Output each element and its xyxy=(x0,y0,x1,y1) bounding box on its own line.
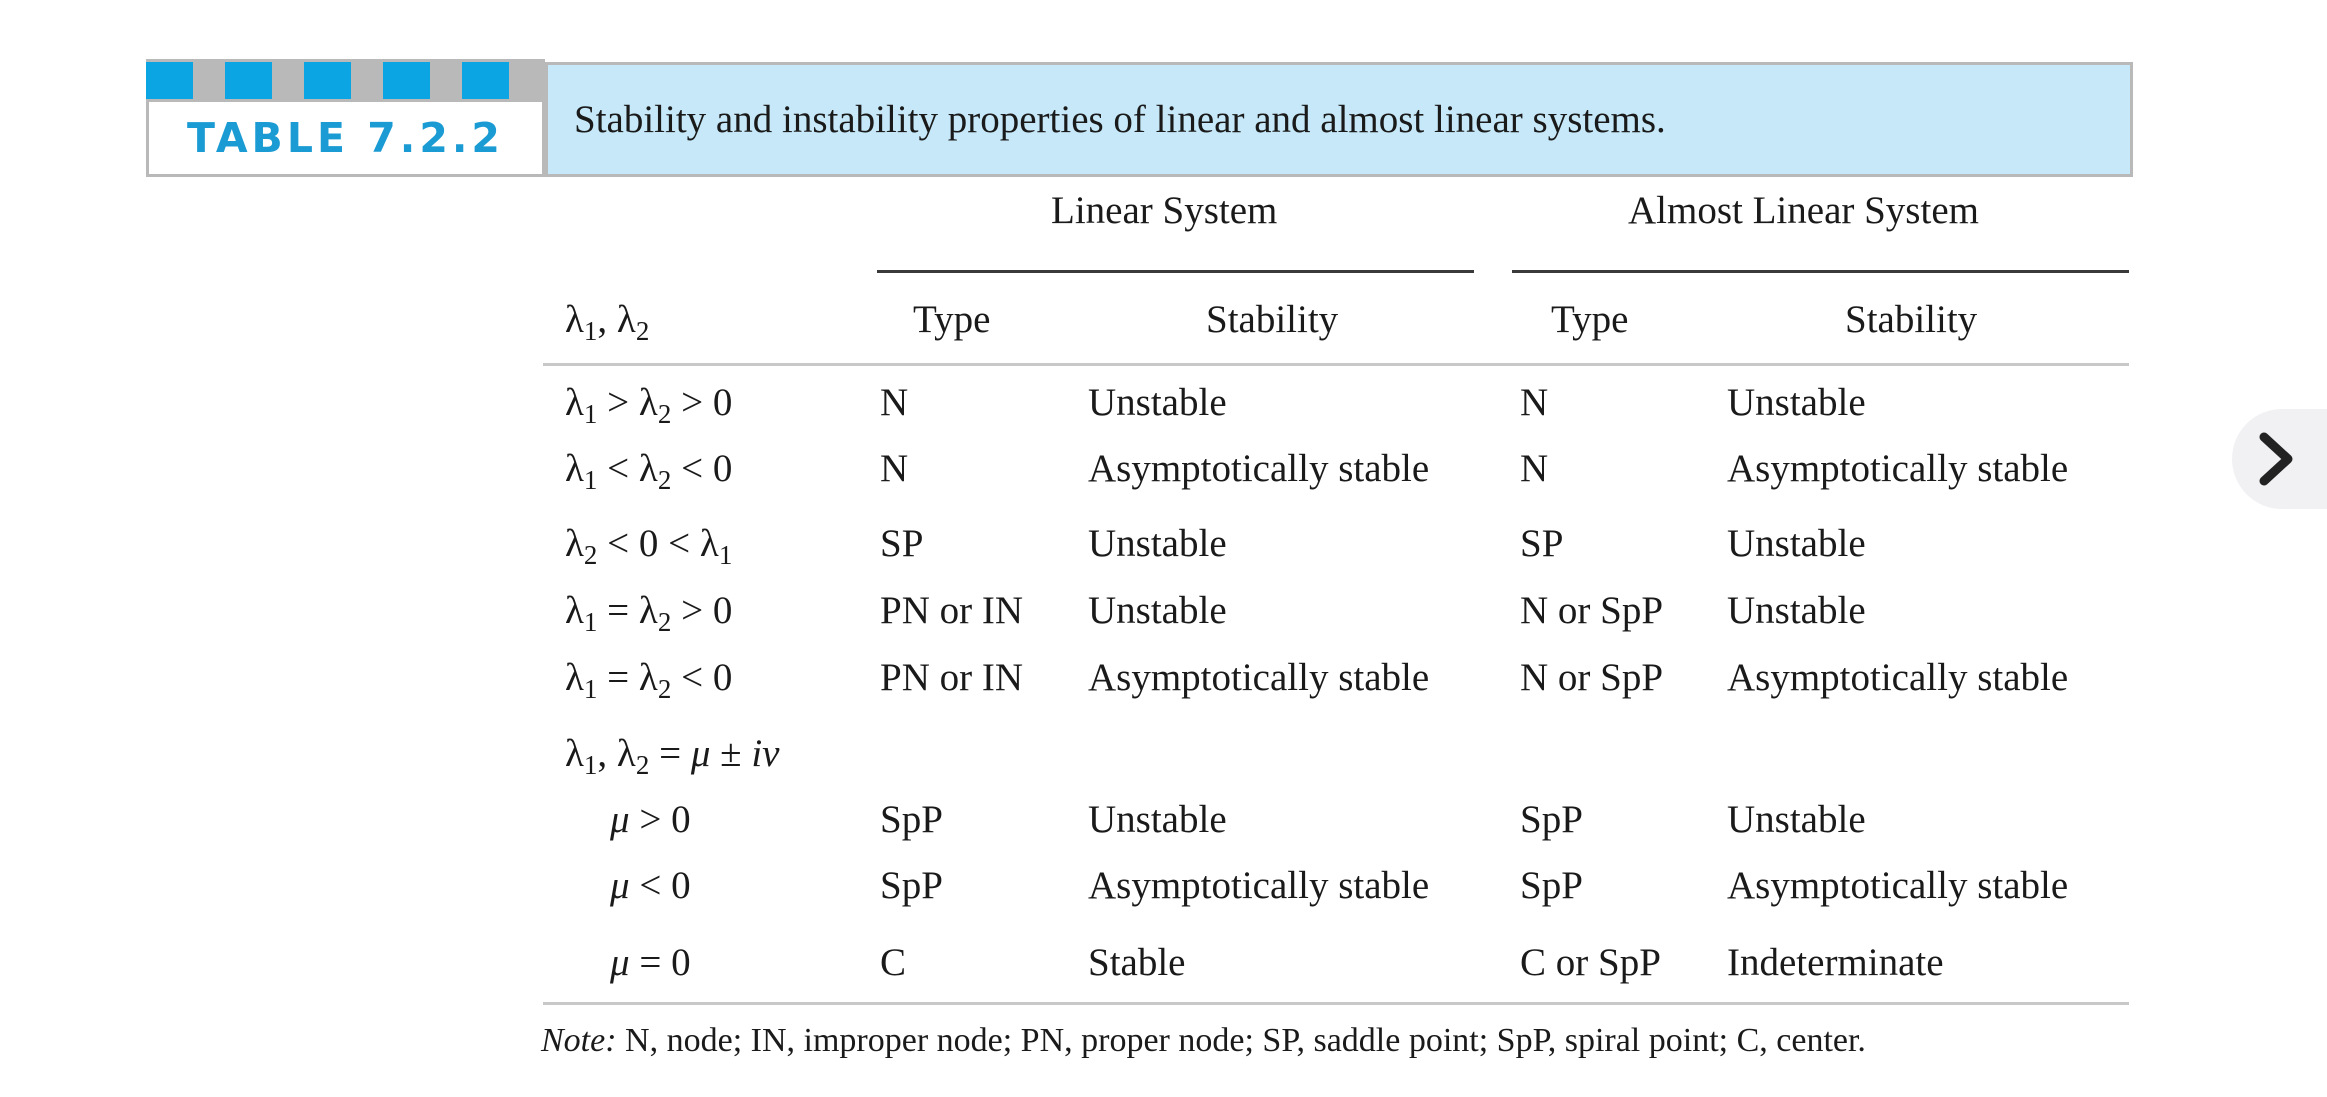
cell-almost-stability: Unstable xyxy=(1727,798,1866,841)
cell-almost-type: N or SpP xyxy=(1520,656,1664,699)
cell-almost-stability: Indeterminate xyxy=(1727,941,1944,984)
cell-eigen: μ = 0 xyxy=(610,941,691,984)
cell-linear-stability: Asymptotically stable xyxy=(1088,447,1430,490)
chevron-right-icon xyxy=(2259,432,2292,486)
cell-linear-stability: Unstable xyxy=(1088,522,1227,565)
cell-almost-stability: Asymptotically stable xyxy=(1727,656,2069,699)
cell-almost-type: SpP xyxy=(1520,864,1583,907)
cell-almost-type: SpP xyxy=(1520,798,1583,841)
cell-almost-stability: Asymptotically stable xyxy=(1727,447,2069,490)
cell-almost-stability: Unstable xyxy=(1727,381,1866,424)
cell-eigen: λ1 > λ2 > 0 xyxy=(565,381,733,429)
bottom-rule xyxy=(543,1002,2129,1005)
next-button[interactable] xyxy=(2232,409,2327,509)
note-text: N, node; IN, improper node; PN, proper n… xyxy=(616,1022,1866,1059)
note-label: Note: xyxy=(541,1022,617,1059)
header-rule xyxy=(543,363,2129,366)
stripe-square xyxy=(462,62,509,99)
cell-linear-stability: Unstable xyxy=(1088,798,1227,841)
cell-almost-stability: Unstable xyxy=(1727,589,1866,632)
stripe-square xyxy=(304,62,351,99)
table-label: TABLE 7.2.2 xyxy=(187,114,504,162)
cell-eigen: λ1 = λ2 > 0 xyxy=(565,589,733,637)
label-stripe xyxy=(146,59,545,99)
cell-eigen: λ1 = λ2 < 0 xyxy=(565,656,733,704)
table-note: Note: N, node; IN, improper node; PN, pr… xyxy=(541,1022,1866,1060)
cell-linear-stability: Unstable xyxy=(1088,381,1227,424)
cell-linear-type: SpP xyxy=(880,798,943,841)
table-caption-band: Stability and instability properties of … xyxy=(545,62,2133,177)
cell-linear-type: PN or IN xyxy=(880,656,1023,699)
group-header-almost-linear: Almost Linear System xyxy=(1628,189,1979,232)
stripe-square xyxy=(225,62,272,99)
cell-almost-type: C or SpP xyxy=(1520,941,1661,984)
col-header-almost-stability: Stability xyxy=(1845,298,1978,341)
col-header-eigenvalues: λ1, λ2 xyxy=(565,298,650,346)
table-label-box: TABLE 7.2.2 xyxy=(146,99,545,177)
cell-linear-type: SP xyxy=(880,522,924,565)
group-rule-linear xyxy=(877,270,1474,273)
col-header-linear-stability: Stability xyxy=(1206,298,1339,341)
cell-almost-type: N or SpP xyxy=(1520,589,1664,632)
cell-almost-type: N xyxy=(1520,381,1549,424)
cell-linear-type: SpP xyxy=(880,864,943,907)
cell-almost-stability: Unstable xyxy=(1727,522,1866,565)
table-caption: Stability and instability properties of … xyxy=(574,98,1666,141)
cell-almost-type: SP xyxy=(1520,522,1564,565)
cell-eigen: μ < 0 xyxy=(610,864,691,907)
cell-eigen: λ1, λ2 = μ ± iν xyxy=(565,732,780,780)
cell-linear-stability: Unstable xyxy=(1088,589,1227,632)
group-rule-almost-linear xyxy=(1512,270,2129,273)
cell-linear-type: C xyxy=(880,941,907,984)
stripe-square xyxy=(383,62,430,99)
cell-linear-stability: Stable xyxy=(1088,941,1186,984)
cell-linear-type: PN or IN xyxy=(880,589,1023,632)
cell-eigen: λ1 < λ2 < 0 xyxy=(565,447,733,495)
col-header-almost-type: Type xyxy=(1551,298,1629,341)
cell-linear-stability: Asymptotically stable xyxy=(1088,656,1430,699)
group-header-linear: Linear System xyxy=(1051,189,1278,232)
cell-almost-stability: Asymptotically stable xyxy=(1727,864,2069,907)
cell-linear-type: N xyxy=(880,447,909,490)
col-header-linear-type: Type xyxy=(913,298,991,341)
table-label-block: TABLE 7.2.2 xyxy=(146,59,545,177)
stripe-square xyxy=(146,62,193,99)
cell-linear-stability: Asymptotically stable xyxy=(1088,864,1430,907)
cell-almost-type: N xyxy=(1520,447,1549,490)
cell-eigen: μ > 0 xyxy=(610,798,691,841)
cell-eigen: λ2 < 0 < λ1 xyxy=(565,522,733,570)
cell-linear-type: N xyxy=(880,381,909,424)
